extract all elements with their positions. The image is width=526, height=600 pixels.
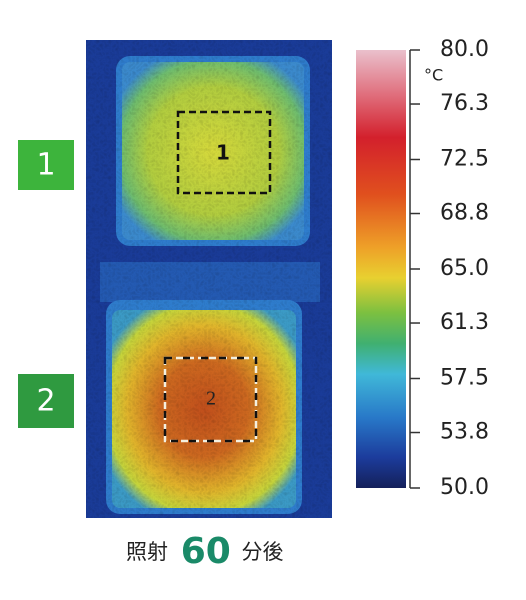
colorbar [356, 50, 406, 488]
badge-label: 2 [36, 384, 55, 419]
region-label: 1 [216, 141, 230, 165]
caption-number: 60 [181, 531, 231, 572]
caption: 照射 60 分後 [126, 531, 283, 572]
badge [18, 374, 74, 428]
tick-label: 80.0 [440, 37, 489, 62]
region-box [163, 356, 258, 443]
caption-suffix: 分後 [241, 540, 283, 564]
unit: °C [424, 66, 443, 85]
tick-label: 65.0 [440, 256, 489, 281]
tick-label: 76.3 [440, 91, 489, 116]
tick-label: 50.0 [440, 475, 489, 500]
badge [18, 140, 74, 190]
region-box [176, 110, 272, 195]
badge-label: 1 [36, 148, 55, 183]
tick-label: 57.5 [440, 366, 489, 391]
tick-label: 72.5 [440, 147, 489, 172]
tick-label: 68.8 [440, 201, 489, 226]
tick-label: 61.3 [440, 310, 489, 335]
caption-prefix: 照射 [126, 540, 168, 564]
texture [86, 40, 332, 518]
region-label: 2 [206, 388, 216, 410]
tick-label: 53.8 [440, 420, 489, 445]
